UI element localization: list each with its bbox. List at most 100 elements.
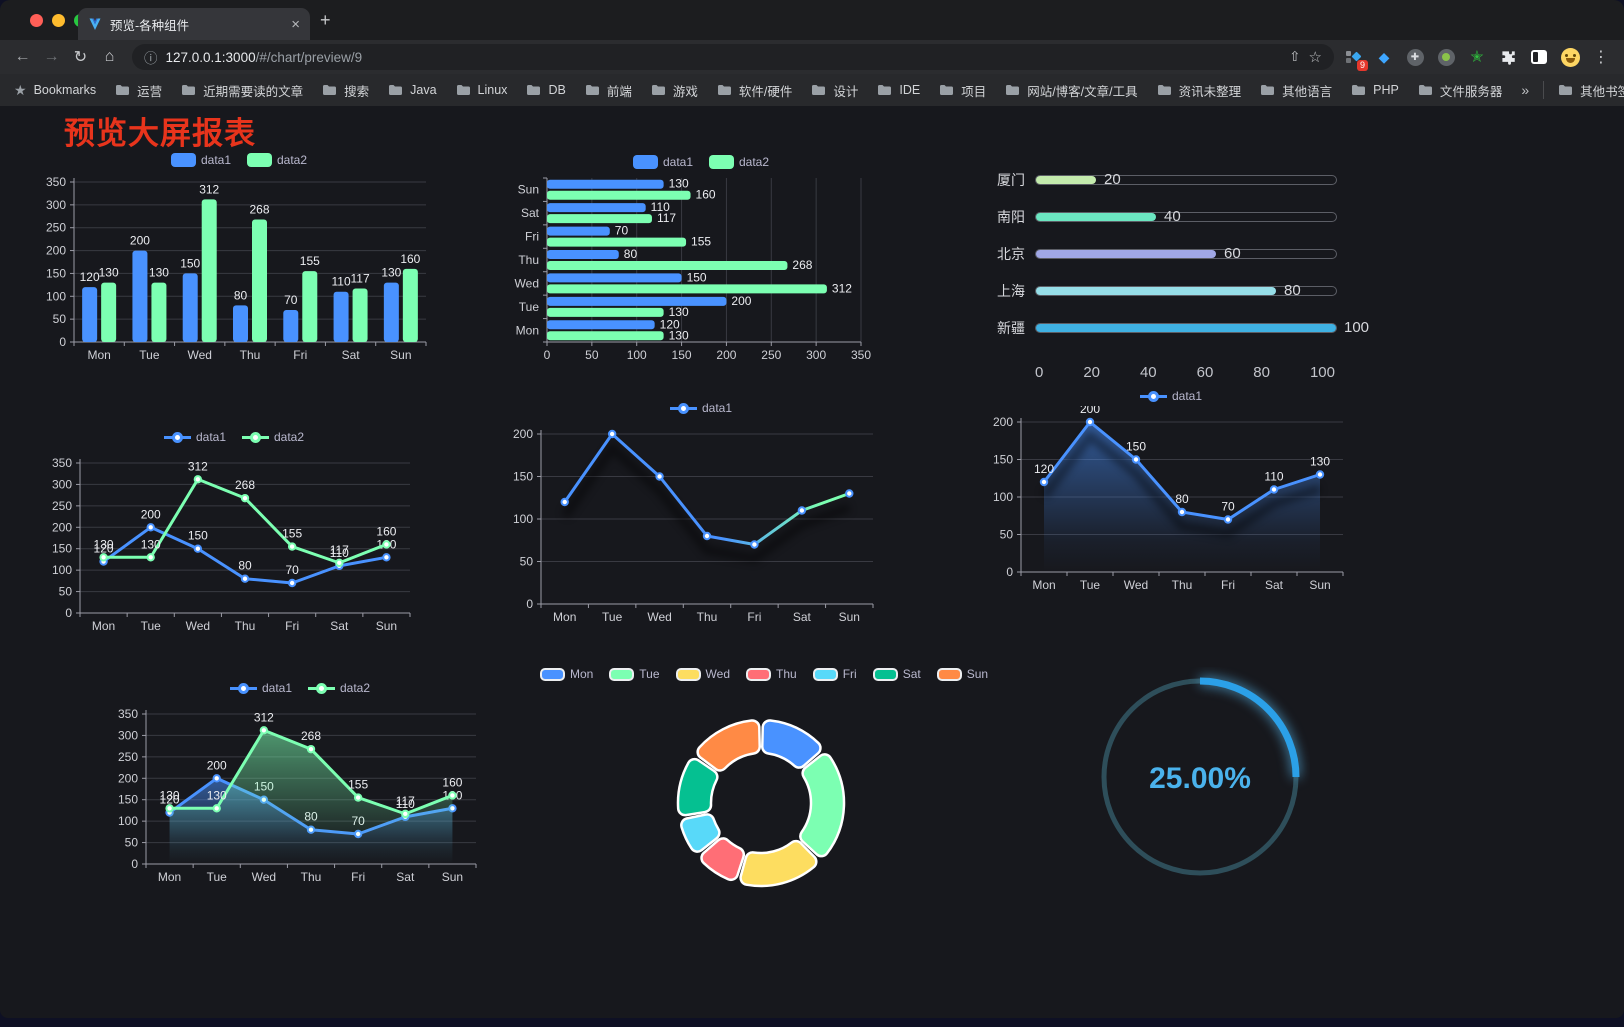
svg-text:Sun: Sun [839,610,860,624]
svg-text:155: 155 [691,235,711,249]
legend-item-data2[interactable]: data2 [709,155,769,169]
legend-item-data1[interactable]: data1 [1139,389,1202,403]
chart-canvas-gauge[interactable]: 25.00% [1090,667,1310,889]
chart-canvas-line-two-series[interactable]: 0 50 100 150 200 250 300 350 Mon Tue Wed Thu Fri Sat S… [44,447,424,639]
svg-text:Fri: Fri [1221,578,1235,592]
bookmark-folder[interactable]: 运营 [115,81,162,100]
bookmarks-root[interactable]: ★ Bookmarks [14,82,96,99]
svg-text:150: 150 [687,270,707,284]
legend-item-data2[interactable]: data2 [242,430,304,444]
home-icon[interactable]: ⌂ [104,48,115,65]
new-tab-button[interactable]: + [320,10,331,30]
chart-canvas-area-single[interactable]: 0 50 100 150 200 Mon Tue Wed Thu Fri Sat Sun 120 200 1… [985,402,1357,598]
bookmark-folder[interactable]: 文件服务器 [1418,81,1502,100]
legend-label: data1 [662,155,693,169]
legend-item-data1[interactable]: data1 [170,153,231,167]
bookmark-folder-label: 软件/硬件 [738,84,793,99]
chart-canvas-donut[interactable] [570,684,958,892]
bookmark-folder[interactable]: 搜索 [322,81,369,100]
bookmark-folder[interactable]: 软件/硬件 [717,81,792,100]
side-panel-icon[interactable] [1528,46,1550,68]
green-star-extension-icon[interactable]: ✭ [1470,49,1484,66]
progress-track: 20 [1035,171,1337,188]
folder-icon [1559,85,1573,95]
bookmark-folder[interactable]: 近期需要读的文章 [181,81,303,100]
svg-text:130: 130 [669,177,689,191]
legend-item-Mon[interactable]: Mon [539,667,593,681]
round-cross-extension-icon[interactable]: ✚ [1404,46,1426,68]
share-icon[interactable]: ⇧ [1289,49,1301,64]
vue-devtools-extension-icon[interactable]: 9 [1342,46,1368,71]
bookmark-folder[interactable]: 资讯未整理 [1157,81,1241,100]
legend-line-marker [669,401,697,415]
svg-text:100: 100 [993,490,1013,504]
bookmark-folder[interactable]: Linux [456,83,507,97]
browser-menu-icon[interactable]: ⋮ [1593,49,1609,66]
legend-item-data1[interactable]: data1 [669,401,732,415]
url-host: 127.0.0.1:3000 [165,49,256,65]
puzzle-extensions-icon[interactable] [1497,46,1519,68]
bookmark-folder[interactable]: 前端 [585,81,632,100]
bookmark-folder[interactable]: Java [388,83,437,97]
legend-item-Sun[interactable]: Sun [936,667,988,681]
other-bookmarks[interactable]: 其他书签 [1558,81,1624,100]
legend-swatch [936,667,962,681]
svg-text:80: 80 [234,288,248,302]
chart-canvas-grouped-bar-horizontal[interactable]: 0 50 100 150 200 250 300 350 Sun Sat Fri Thu Wed Tue M… [505,172,897,368]
svg-text:200: 200 [207,758,227,772]
legend-item-data2[interactable]: data2 [308,681,370,695]
forward-icon[interactable]: → [43,48,60,65]
folder-icon [940,85,954,95]
bookmark-folder[interactable]: DB [526,83,566,97]
chart-canvas-area-two-series[interactable]: 0 50 100 150 200 250 300 350 Mon Tue Wed Thu Fri Sat S… [110,698,490,890]
legend-item-data1[interactable]: data1 [632,155,693,169]
bookmark-star-icon[interactable]: ☆ [1308,49,1322,66]
svg-text:350: 350 [118,707,138,721]
legend-item-data1[interactable]: data1 [163,430,226,444]
chart-line-gradient: data1 0 50 100 150 200 Mon Tue Wed Thu Fri Sat Sun [505,398,897,630]
svg-text:268: 268 [301,729,321,743]
address-bar[interactable]: ⓘ 127.0.0.1:3000/#/chart/preview/9 ⇧ ☆ [132,44,1334,70]
legend-item-data1[interactable]: data1 [229,681,292,695]
legend-item-Thu[interactable]: Thu [746,667,797,681]
svg-text:120: 120 [80,270,100,284]
legend-item-Wed[interactable]: Wed [675,667,730,681]
legend-swatch [812,667,838,681]
tab-close-icon[interactable]: × [291,15,300,33]
bookmark-folder[interactable]: PHP [1351,83,1399,97]
svg-text:160: 160 [376,524,396,538]
legend-item-Tue[interactable]: Tue [609,667,660,681]
svg-text:250: 250 [52,499,72,513]
bookmark-folder[interactable]: 网站/博客/文章/工具 [1005,81,1138,100]
progress-fill [1036,213,1156,221]
svg-text:117: 117 [657,211,676,225]
svg-text:Sat: Sat [793,610,812,624]
legend-item-Sat[interactable]: Sat [872,667,921,681]
svg-text:0: 0 [131,857,138,871]
browser-tab[interactable]: 预览-各种组件 × [78,8,310,40]
chart-canvas-grouped-bar-vertical[interactable]: 0 50 100 150 200 250 300 350 Mon Tue Wed Thu Fri Sat S… [38,170,440,368]
legend-item-data2[interactable]: data2 [247,153,307,167]
back-icon[interactable]: ← [14,48,31,65]
round-dot-extension-icon[interactable] [1435,46,1457,68]
chart-canvas-line-gradient[interactable]: 0 50 100 150 200 Mon Tue Wed Thu Fri Sat Sun [505,418,897,630]
bookmark-folder[interactable]: 设计 [811,81,858,100]
svg-text:Tue: Tue [602,610,623,624]
reload-icon[interactable]: ↻ [73,49,88,66]
close-window-button[interactable] [30,14,43,27]
bookmarks-overflow-chevron[interactable]: » [1521,82,1530,98]
legend-item-Fri[interactable]: Fri [812,667,857,681]
bookmark-folder-label: Java [410,83,437,97]
gem-extension-icon[interactable]: ◆ [1378,48,1390,65]
page-info-icon[interactable]: ⓘ [144,51,158,66]
svg-text:312: 312 [188,459,208,473]
bookmark-folder[interactable]: 项目 [939,81,986,100]
bookmark-folder[interactable]: IDE [877,83,920,97]
bookmark-folder[interactable]: 游戏 [651,81,698,100]
profile-avatar[interactable] [1559,46,1581,68]
bookmark-folder[interactable]: 其他语言 [1260,81,1332,100]
svg-text:110: 110 [1264,470,1283,484]
minimize-window-button[interactable] [52,14,65,27]
chart-legend: data1 [985,386,1357,406]
svg-text:Tue: Tue [519,300,540,314]
